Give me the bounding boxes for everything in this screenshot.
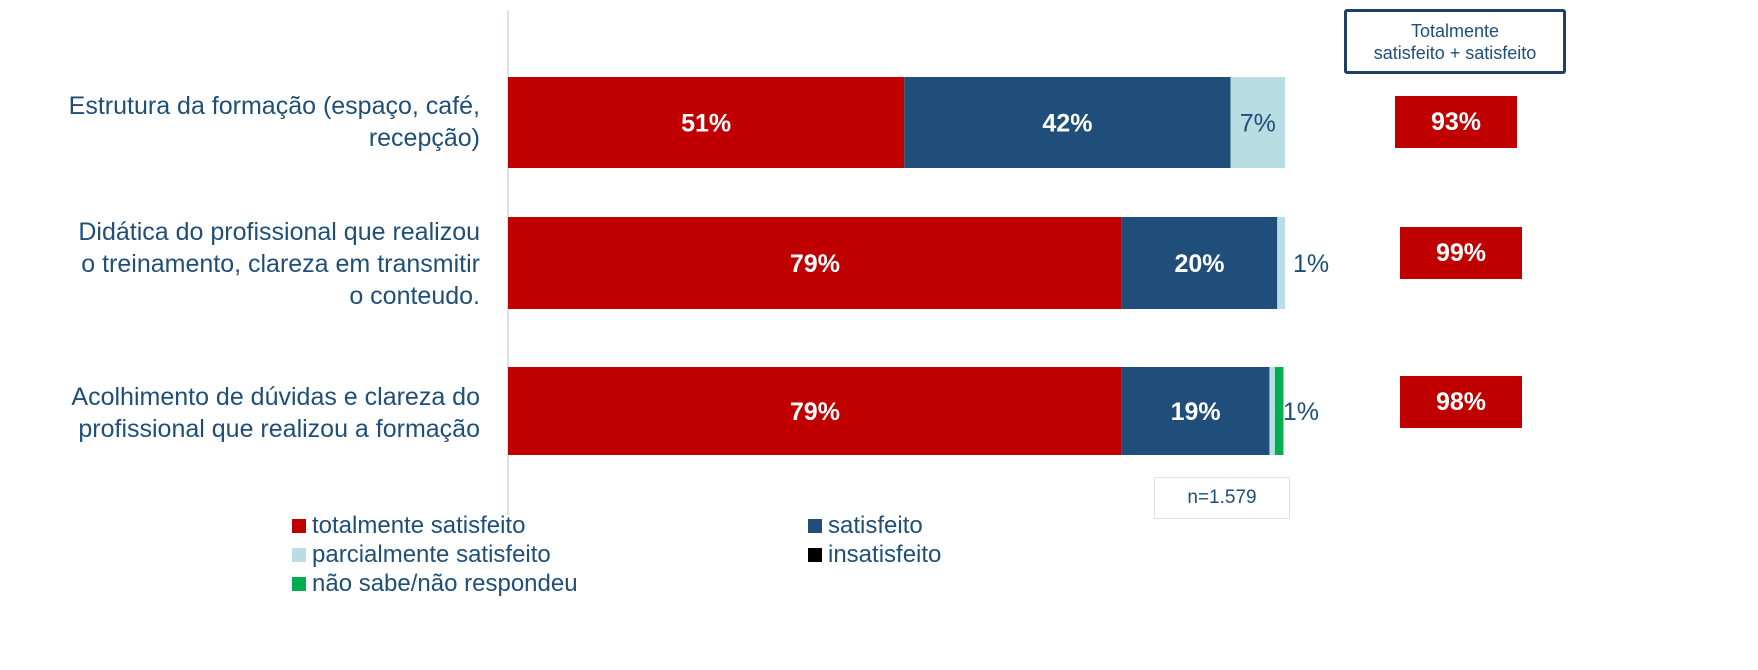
bar-segment-3-5 (1274, 367, 1284, 455)
summary-header: Totalmente satisfeito + satisfeito (1344, 9, 1566, 74)
summary-header-line-2: satisfeito + satisfeito (1373, 42, 1537, 63)
category-label-2-line-1: Didática do profissional que realizou (78, 218, 480, 246)
summary-value-1: 93% (1395, 96, 1517, 148)
legend-label-insatisfeito: insatisfeito (828, 541, 942, 568)
data-label-3-1: 79% (790, 398, 840, 426)
category-label-3-line-2: profissional que realizou a formação (78, 415, 480, 443)
category-label-2-line-2: o treinamento, clareza em transmitir (81, 250, 480, 278)
category-label-2: Didática do profissional que realizou o … (0, 216, 480, 312)
summary-header-line-1: Totalmente (1410, 20, 1500, 41)
bar-segment-3-1 (508, 367, 1122, 455)
data-label-2-3: 1% (1293, 250, 1329, 278)
legend-item-nao-sabe: não sabe/não respondeu (292, 570, 578, 598)
legend-swatch-insatisfeito (808, 548, 822, 562)
bar-segment-1-1 (508, 77, 905, 168)
data-label-2-2: 20% (1175, 250, 1225, 278)
data-label-1-3: 7% (1240, 110, 1276, 138)
data-label-1-1: 51% (681, 110, 731, 138)
sample-size-note: n=1.579 (1154, 477, 1290, 519)
summary-value-2: 99% (1400, 227, 1522, 279)
data-label-2-1: 79% (790, 250, 840, 278)
summary-value-3: 98% (1400, 376, 1522, 428)
bar-segment-1-3 (1230, 77, 1285, 168)
legend-item-satisfeito: satisfeito (808, 512, 923, 540)
category-label-3: Acolhimento de dúvidas e clareza do prof… (0, 381, 480, 445)
legend-swatch-nao-sabe (292, 577, 306, 591)
data-label-1-2: 42% (1042, 110, 1092, 138)
data-label-3-3: 1% (1283, 398, 1319, 426)
bar-segment-2-1 (508, 217, 1122, 309)
legend-label-totalmente-satisfeito: totalmente satisfeito (312, 512, 526, 539)
legend-label-parcialmente-satisfeito: parcialmente satisfeito (312, 541, 551, 568)
legend-item-insatisfeito: insatisfeito (808, 541, 941, 569)
category-label-1-line-2: recepção) (368, 124, 480, 152)
legend-item-totalmente-satisfeito: totalmente satisfeito (292, 512, 525, 540)
legend-item-parcialmente-satisfeito: parcialmente satisfeito (292, 541, 551, 569)
legend-swatch-totalmente-satisfeito (292, 519, 306, 533)
bar-segment-3-2 (1121, 367, 1270, 455)
legend-label-nao-sabe: não sabe/não respondeu (312, 570, 578, 597)
bar-segment-2-3 (1277, 217, 1285, 309)
bar-segment-2-2 (1121, 217, 1278, 309)
legend-swatch-satisfeito (808, 519, 822, 533)
category-label-3-line-1: Acolhimento de dúvidas e clareza do (71, 383, 480, 411)
legend-label-satisfeito: satisfeito (828, 512, 923, 539)
category-label-2-line-3: o conteudo. (349, 282, 480, 310)
bar-segment-1-2 (904, 77, 1231, 168)
category-label-1: Estrutura da formação (espaço, café, rec… (0, 90, 480, 154)
bar-segment-3-3 (1269, 367, 1275, 455)
legend-swatch-parcialmente-satisfeito (292, 548, 306, 562)
data-label-3-2: 19% (1171, 398, 1221, 426)
category-label-1-line-1: Estrutura da formação (espaço, café, (68, 92, 480, 120)
